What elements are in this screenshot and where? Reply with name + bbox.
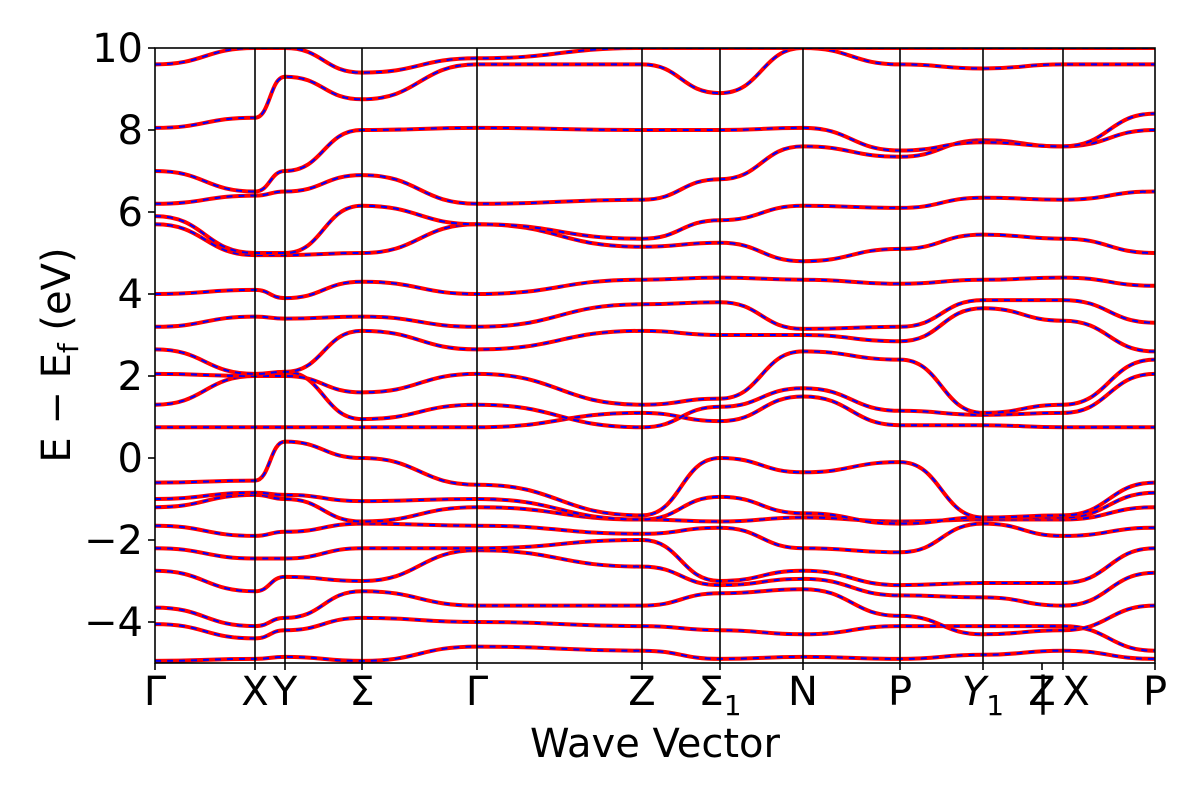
x-tick-label-main: X <box>241 669 268 715</box>
x-tick-label-main: P <box>888 669 912 715</box>
band-line-19 <box>155 48 1155 130</box>
band-line-dashed-17 <box>155 129 1155 205</box>
y-tick-label: 2 <box>118 354 143 400</box>
band-line-18 <box>155 111 1155 194</box>
band-line-dashed-10 <box>155 370 1155 429</box>
x-tick-label-main: | X <box>1036 669 1090 715</box>
x-tick-label-main: Σ <box>698 669 723 715</box>
x-tick-label-main: P <box>1143 669 1167 715</box>
band-line-dashed-16 <box>155 190 1155 254</box>
x-tick-label: X <box>241 669 268 715</box>
x-tick-label-main: N <box>788 669 818 715</box>
x-tick-label-main: Σ <box>349 669 374 715</box>
band-line-5 <box>155 521 1155 555</box>
y-tick-label: 4 <box>118 272 143 318</box>
plot-frame <box>154 47 1156 664</box>
band-line-dashed-14 <box>155 276 1155 300</box>
y-tick-label: −2 <box>84 518 143 564</box>
x-tick-label: Y1 <box>962 669 1004 722</box>
y-axis-label-unit: (eV) <box>34 247 80 343</box>
x-tick-label-main: Y <box>962 669 990 715</box>
band-line-13 <box>155 298 1155 331</box>
bands-layer <box>155 48 1155 663</box>
band-line-dashed-0 <box>155 645 1155 662</box>
band-line-dashed-7 <box>155 491 1155 525</box>
x-tick-label: P <box>1143 669 1167 715</box>
x-tick-label: Γ <box>466 669 489 715</box>
band-line-8 <box>155 439 1155 520</box>
high-symmetry-lines <box>254 48 1064 663</box>
band-line-dashed-5 <box>155 522 1155 554</box>
band-line-dashed-15 <box>155 223 1155 263</box>
x-tick-label-sub: 1 <box>986 689 1004 722</box>
y-tick-label: 0 <box>118 436 143 482</box>
y-axis-ticks: −4 −2 0 2 4 6 8 10 <box>84 26 155 646</box>
x-tick-label: Z <box>1028 669 1055 715</box>
y-axis-label-sub: f <box>52 342 85 353</box>
x-tick-label-main: Z <box>628 669 655 715</box>
y-axis-label: E − Ef (eV) <box>34 247 85 462</box>
x-tick-label-main: Z <box>1028 669 1055 715</box>
band-line-dashed-18 <box>155 112 1155 193</box>
x-tick-label: Γ <box>144 669 167 715</box>
x-tick-label: P <box>888 669 912 715</box>
x-tick-label-main: Y <box>272 669 298 715</box>
x-tick-label: Z <box>628 669 655 715</box>
band-line-dashed-19 <box>155 48 1155 129</box>
x-tick-label-sub: 1 <box>724 689 742 722</box>
y-axis-label-main: E − E <box>34 353 80 463</box>
y-tick-label: 8 <box>118 108 143 154</box>
x-tick-label-main: Γ <box>144 669 167 715</box>
band-line-dashed-11 <box>155 350 1155 414</box>
x-tick-label: Y <box>272 669 298 715</box>
band-line-dashed-4 <box>155 538 1155 587</box>
x-axis-label: Wave Vector <box>530 721 781 767</box>
y-tick-label: −4 <box>84 600 143 646</box>
band-line-10 <box>155 369 1155 430</box>
x-tick-label: Σ1 <box>698 669 741 722</box>
x-tick-label: | X <box>1036 669 1090 715</box>
x-tick-label-main: Γ <box>466 669 489 715</box>
band-line-14 <box>155 275 1155 301</box>
band-line-dashed-13 <box>155 299 1155 330</box>
band-line-dashed-6 <box>155 493 1155 523</box>
x-tick-label: N <box>788 669 818 715</box>
y-tick-label: 10 <box>92 26 143 72</box>
x-tick-label: Σ <box>349 669 374 715</box>
y-tick-label: 6 <box>118 190 143 236</box>
band-line-dashed-8 <box>155 440 1155 519</box>
